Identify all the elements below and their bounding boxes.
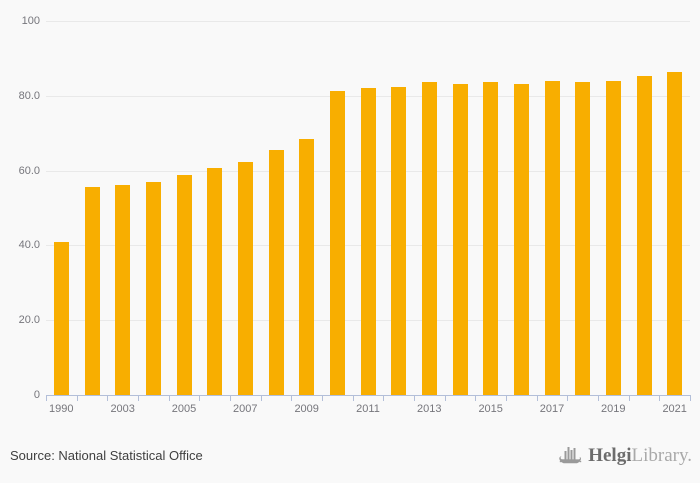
bar [145,181,161,395]
axis-tick [567,395,569,401]
y-axis-label: 100 [21,15,40,27]
bar [237,162,253,395]
axis-tick [628,395,630,401]
x-axis-label: 2021 [662,403,687,415]
gridline [46,21,690,22]
plot-area: 0 20.0 40.0 60.0 80.0 100 1990 2003 2005 2007 2009… [18,15,691,415]
x-axis-label: 2015 [478,403,503,415]
x-axis-label: 2007 [233,403,258,415]
x-axis-label: 2017 [539,403,565,415]
axis-tick [107,395,109,401]
x-axis-label: 2003 [110,403,135,415]
source-text: Source: National Statistical Office [10,448,203,463]
axis-tick [322,395,323,401]
axis-tick [260,395,262,401]
x-axis-line [46,395,691,396]
x-axis-label: 2011 [356,403,380,415]
y-axis-label: 20.0 [18,314,40,327]
bar [605,80,621,395]
y-axis-label: 60.0 [18,164,40,177]
axis-tick [690,395,691,401]
x-axis-label: 2019 [601,403,626,415]
axis-tick [168,395,170,401]
x-axis-label: 2009 [294,403,319,415]
axis-tick [475,395,477,401]
bar [452,83,468,395]
helgilibrary-logo[interactable]: HelgiLibrary. [557,442,692,469]
bar [483,82,499,395]
axis-tick [383,395,385,401]
axis-tick [536,395,538,401]
bar [53,241,69,395]
axis-tick [506,395,507,401]
bar [360,88,376,395]
axis-tick [659,395,661,401]
axis-tick [230,395,231,401]
axis-tick [199,395,201,401]
ship-icon [559,447,582,464]
axis-tick [138,395,139,401]
bar [667,72,683,395]
logo-text-library: Library. [631,444,693,466]
x-axis-label: 1990 [49,403,74,415]
logo-text-helgi: Helgi [588,444,632,466]
bar [207,168,223,395]
bar [421,82,437,395]
bar [268,149,284,395]
x-axis-label: 2013 [417,403,442,415]
axis-tick [598,395,599,401]
bar [391,87,407,395]
bar [115,185,131,395]
logo-wordmark: HelgiLibrary. [588,443,692,469]
axis-tick [46,395,47,401]
x-axis-label: 2005 [171,403,197,415]
bar [544,80,560,395]
bar [299,139,315,395]
axis-tick [444,395,446,401]
bar [329,91,345,395]
y-axis-label: 80.0 [18,89,40,102]
axis-tick [414,395,415,401]
bar [575,81,591,395]
bar [513,83,529,395]
bar [176,174,192,395]
axis-tick [291,395,293,401]
y-axis-label: 40.0 [18,239,40,252]
axis-tick [352,395,354,401]
y-axis-label: 0 [33,389,40,401]
bar [84,187,100,395]
footer: Source: National Statistical Office Helg… [0,434,700,483]
axis-tick [76,395,78,401]
bar [636,76,652,395]
